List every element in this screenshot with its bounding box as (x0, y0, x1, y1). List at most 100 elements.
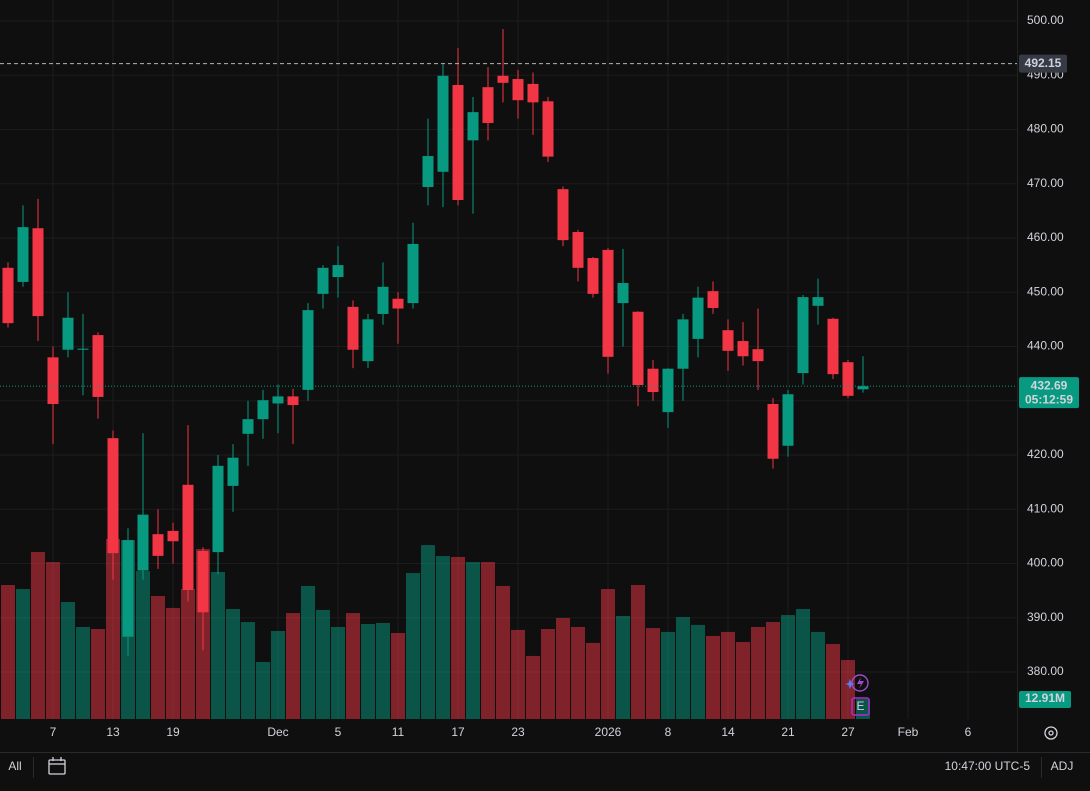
candle-body (437, 75, 449, 172)
last-price-label: 432.69 (1031, 378, 1068, 392)
candle-body (407, 243, 419, 304)
y-tick-label: 470.00 (1027, 176, 1064, 190)
y-tick-label: 400.00 (1027, 556, 1064, 570)
y-tick-label: 480.00 (1027, 122, 1064, 136)
x-tick-label: 7 (50, 725, 57, 739)
x-tick-label: 19 (166, 725, 180, 739)
candle-body (557, 189, 569, 241)
price-line-label: 492.15 (1025, 56, 1062, 70)
volume-bar (646, 628, 660, 719)
adj-button[interactable]: ADJ (1051, 759, 1074, 773)
x-tick-label: 14 (721, 725, 735, 739)
volume-bar (691, 624, 705, 719)
candle-body (467, 112, 479, 141)
volume-bar (61, 602, 75, 719)
volume-bar (241, 622, 255, 719)
settings-icon[interactable] (1044, 726, 1058, 740)
volume-bar (106, 538, 120, 719)
candle-body (662, 368, 674, 413)
volume-bar (76, 626, 90, 719)
y-tick-label: 500.00 (1027, 13, 1064, 27)
volume-bar (91, 628, 105, 719)
volume-bar (601, 589, 615, 719)
candle-body (647, 368, 659, 393)
candle-body (47, 357, 59, 404)
candle-body (782, 394, 794, 446)
earnings-marker: E (856, 699, 864, 713)
candle-body (602, 249, 614, 357)
candle-body (452, 85, 464, 201)
dividend-marker (851, 674, 869, 692)
candle-body (332, 265, 344, 278)
volume-bar (46, 562, 60, 719)
sparkle (845, 679, 855, 689)
candle-body (137, 514, 149, 571)
x-tick-label: 13 (106, 725, 120, 739)
volume-bar (211, 571, 225, 719)
volume-bar (466, 562, 480, 719)
price-line-box (1019, 54, 1067, 73)
volume-bar (166, 607, 180, 719)
x-tick-label: Dec (267, 725, 288, 739)
candle-body (107, 438, 119, 554)
clock[interactable]: 10:47:00 UTC-5 (945, 759, 1031, 773)
candle-body (377, 286, 389, 314)
candle-body (752, 349, 764, 362)
calendar-icon[interactable] (48, 757, 66, 775)
candle-body (227, 457, 239, 486)
candle-body (527, 83, 539, 103)
candle-body (767, 403, 779, 459)
volume-bar (496, 585, 510, 719)
candle-body (17, 227, 29, 282)
volume-bar (616, 615, 630, 719)
candle-body (347, 306, 359, 350)
x-tick-label: Feb (898, 725, 919, 739)
volume-bar (721, 631, 735, 719)
volume-bar (1, 584, 15, 719)
volume-bar (481, 562, 495, 719)
volume-label: 12.91M (1025, 691, 1065, 705)
volume-bar (781, 615, 795, 719)
countdown: 05:12:59 (1025, 392, 1073, 406)
x-tick-label: 27 (841, 725, 855, 739)
candle-body (737, 341, 749, 357)
candle-body (857, 386, 869, 390)
x-tick-label: 6 (965, 725, 972, 739)
candle-body (167, 530, 179, 542)
volume-bar (271, 631, 285, 719)
candle-body (212, 465, 224, 553)
volume-bar (331, 626, 345, 719)
candle-body (362, 319, 374, 362)
volume-bar (301, 585, 315, 719)
candle-body (482, 87, 494, 123)
earnings-marker-box (851, 697, 870, 716)
dividend-marker-icon (857, 677, 864, 689)
candle-body (122, 540, 134, 637)
y-tick-label: 420.00 (1027, 447, 1064, 461)
volume-bar (586, 642, 600, 719)
candle-body (152, 534, 164, 556)
bottom-toolbar (0, 752, 1090, 791)
candle-body (182, 484, 194, 591)
candle-body (827, 318, 839, 375)
volume-bar (526, 655, 540, 719)
x-tick-label: 2026 (595, 725, 622, 739)
volume-bar (391, 633, 405, 719)
volume-bar (226, 609, 240, 719)
volume-bar (316, 609, 330, 719)
volume-bar (631, 584, 645, 719)
candle-body (497, 75, 509, 83)
volume-bar (136, 571, 150, 719)
volume-bar (556, 617, 570, 719)
volume-bar (571, 626, 585, 719)
candle-body (632, 311, 644, 385)
y-tick-label: 380.00 (1027, 664, 1064, 678)
range-button[interactable]: All (8, 759, 21, 773)
volume-bar (421, 545, 435, 719)
candle-body (512, 79, 524, 101)
plot (0, 0, 1017, 719)
candle-body (257, 400, 269, 420)
volume-bar (676, 617, 690, 719)
y-tick-label: 440.00 (1027, 339, 1064, 353)
